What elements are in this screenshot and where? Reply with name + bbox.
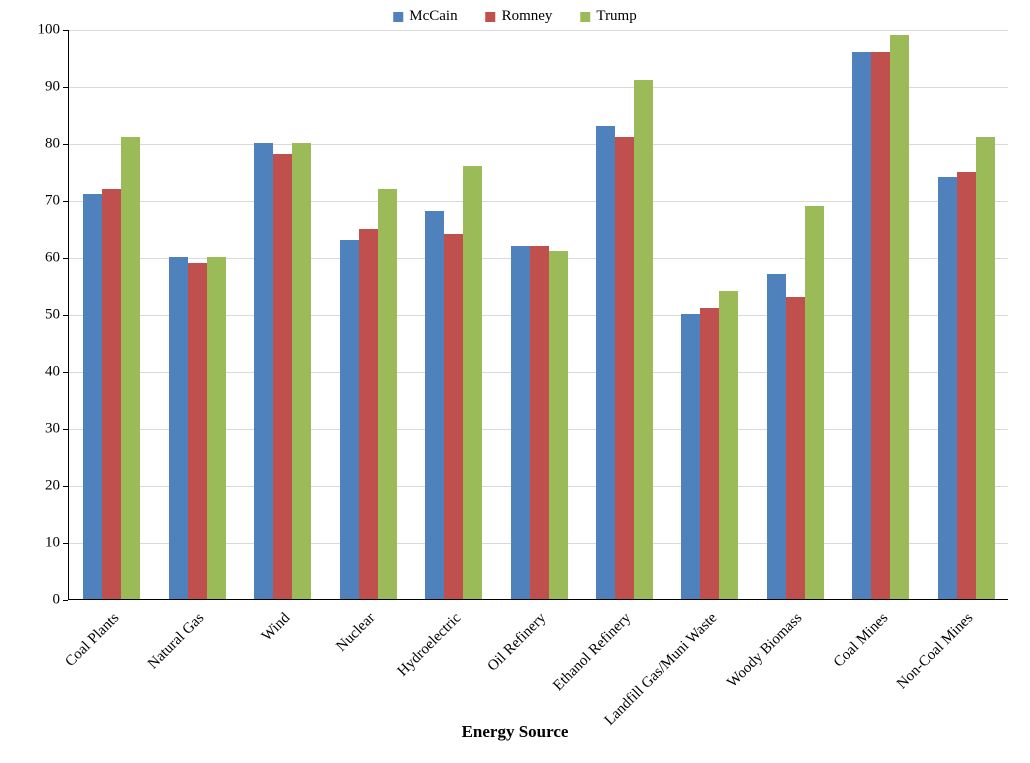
y-tick-mark <box>63 258 68 259</box>
bar <box>700 308 719 599</box>
legend: McCain Romney Trump <box>393 8 636 25</box>
y-tick-label: 30 <box>45 421 60 438</box>
legend-label: Trump <box>596 8 636 25</box>
y-tick-label: 10 <box>45 535 60 552</box>
x-tick-label: Non-Coal Mines <box>824 610 977 763</box>
gridline <box>69 30 1008 31</box>
x-tick-label: Hydroelectric <box>311 610 464 763</box>
legend-item: Trump <box>580 8 636 25</box>
y-tick-label: 50 <box>45 307 60 324</box>
bar <box>530 246 549 599</box>
bar <box>169 257 188 599</box>
bar <box>615 137 634 599</box>
y-tick-label: 80 <box>45 136 60 153</box>
bar <box>378 189 397 599</box>
bar <box>852 52 871 599</box>
y-tick-label: 60 <box>45 250 60 267</box>
bar <box>549 251 568 599</box>
y-tick-mark <box>63 315 68 316</box>
y-tick-mark <box>63 543 68 544</box>
x-tick-label: Nuclear <box>226 610 379 763</box>
bar <box>805 206 824 599</box>
bar <box>938 177 957 599</box>
bar <box>188 263 207 599</box>
legend-item: McCain <box>393 8 457 25</box>
bar <box>273 154 292 599</box>
x-tick-label: Wind <box>140 610 293 763</box>
y-tick-mark <box>63 486 68 487</box>
x-tick-label: Woody Biomass <box>653 610 806 763</box>
legend-label: McCain <box>409 8 457 25</box>
bar <box>976 137 995 599</box>
x-tick-label: Coal Mines <box>738 610 891 763</box>
bar <box>957 172 976 600</box>
legend-swatch <box>486 12 496 22</box>
bar <box>681 314 700 599</box>
bar <box>121 137 140 599</box>
bar <box>102 189 121 599</box>
bar <box>719 291 738 599</box>
bar <box>444 234 463 599</box>
y-tick-label: 40 <box>45 364 60 381</box>
plot-area <box>68 30 1008 600</box>
bar <box>511 246 530 599</box>
y-tick-label: 100 <box>38 22 61 39</box>
y-tick-mark <box>63 429 68 430</box>
bar <box>890 35 909 599</box>
y-tick-mark <box>63 600 68 601</box>
y-tick-label: 70 <box>45 193 60 210</box>
legend-item: Romney <box>486 8 553 25</box>
bar <box>634 80 653 599</box>
y-tick-mark <box>63 30 68 31</box>
bar <box>786 297 805 599</box>
bar <box>463 166 482 599</box>
bar <box>292 143 311 599</box>
bar <box>359 229 378 600</box>
x-tick-label: Natural Gas <box>55 610 208 763</box>
legend-label: Romney <box>502 8 553 25</box>
bar <box>425 211 444 599</box>
chart-container: McCainRomneyTrump Percent of Infrastruct… <box>0 0 1030 748</box>
bar <box>767 274 786 599</box>
x-tick-label: Coal Plants <box>0 610 123 763</box>
y-tick-mark <box>63 87 68 88</box>
y-tick-mark <box>63 372 68 373</box>
y-tick-label: 0 <box>53 592 61 609</box>
legend-swatch <box>580 12 590 22</box>
y-tick-mark <box>63 144 68 145</box>
bar <box>340 240 359 599</box>
x-tick-label: Landfill Gas/Muni Waste <box>567 610 720 763</box>
y-tick-label: 20 <box>45 478 60 495</box>
legend-swatch <box>393 12 403 22</box>
bar <box>83 194 102 599</box>
bar <box>207 257 226 599</box>
y-tick-mark <box>63 201 68 202</box>
bar <box>254 143 273 599</box>
bar <box>871 52 890 599</box>
y-tick-label: 90 <box>45 79 60 96</box>
bar <box>596 126 615 599</box>
